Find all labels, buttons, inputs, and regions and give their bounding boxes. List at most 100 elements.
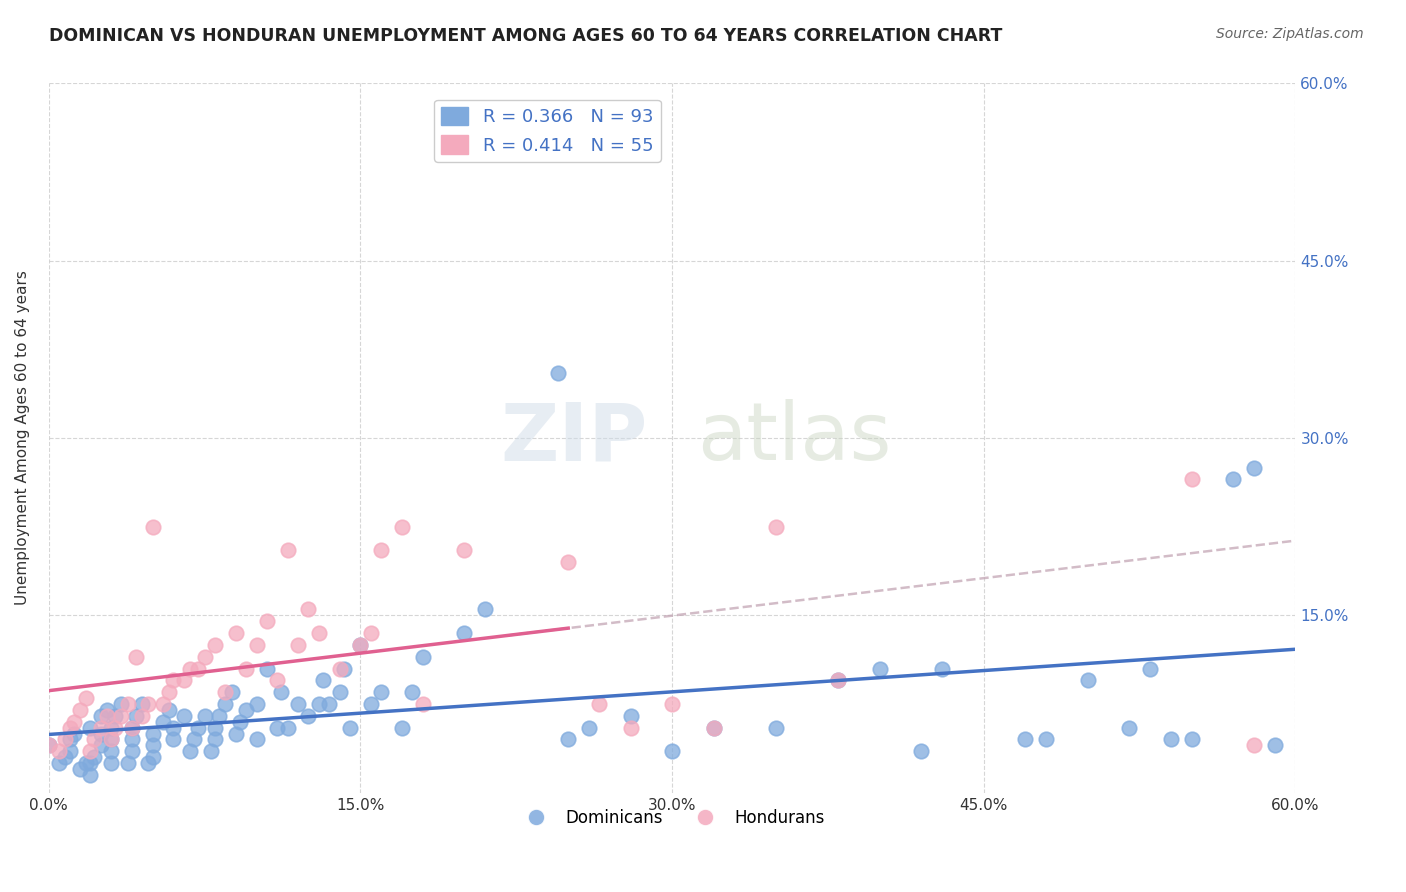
Point	[661, 744, 683, 758]
Point	[152, 697, 174, 711]
Point	[142, 519, 165, 533]
Point	[1180, 472, 1202, 486]
Point	[391, 721, 413, 735]
Point	[48, 744, 70, 758]
Point	[204, 721, 226, 735]
Point	[287, 638, 309, 652]
Legend: Dominicans, Hondurans: Dominicans, Hondurans	[512, 803, 832, 834]
Point	[131, 708, 153, 723]
Point	[58, 732, 80, 747]
Point	[104, 721, 127, 735]
Point	[910, 744, 932, 758]
Point	[79, 756, 101, 770]
Point	[1118, 721, 1140, 735]
Point	[214, 697, 236, 711]
Point	[412, 649, 434, 664]
Text: atlas: atlas	[697, 399, 891, 477]
Point	[58, 744, 80, 758]
Point	[661, 697, 683, 711]
Point	[453, 543, 475, 558]
Point	[349, 638, 371, 652]
Point	[588, 697, 610, 711]
Point	[827, 673, 849, 688]
Point	[100, 756, 122, 770]
Point	[1139, 661, 1161, 675]
Point	[312, 673, 335, 688]
Point	[96, 703, 118, 717]
Point	[214, 685, 236, 699]
Point	[266, 721, 288, 735]
Point	[157, 703, 180, 717]
Point	[121, 721, 143, 735]
Point	[245, 697, 267, 711]
Point	[245, 638, 267, 652]
Point	[1077, 673, 1099, 688]
Point	[125, 649, 148, 664]
Point	[142, 726, 165, 740]
Text: Source: ZipAtlas.com: Source: ZipAtlas.com	[1216, 27, 1364, 41]
Point	[131, 697, 153, 711]
Point	[333, 661, 356, 675]
Point	[58, 721, 80, 735]
Point	[157, 685, 180, 699]
Point	[48, 756, 70, 770]
Point	[495, 129, 517, 144]
Point	[83, 750, 105, 764]
Point	[931, 661, 953, 675]
Point	[370, 685, 392, 699]
Point	[329, 685, 352, 699]
Point	[1243, 739, 1265, 753]
Point	[173, 708, 195, 723]
Point	[1014, 732, 1036, 747]
Point	[256, 614, 278, 628]
Point	[287, 697, 309, 711]
Point	[474, 602, 496, 616]
Point	[100, 721, 122, 735]
Point	[349, 638, 371, 652]
Point	[121, 732, 143, 747]
Point	[121, 744, 143, 758]
Point	[703, 721, 725, 735]
Point	[765, 721, 787, 735]
Y-axis label: Unemployment Among Ages 60 to 64 years: Unemployment Among Ages 60 to 64 years	[15, 270, 30, 606]
Point	[245, 732, 267, 747]
Point	[557, 555, 579, 569]
Point	[100, 732, 122, 747]
Point	[194, 708, 217, 723]
Text: DOMINICAN VS HONDURAN UNEMPLOYMENT AMONG AGES 60 TO 64 YEARS CORRELATION CHART: DOMINICAN VS HONDURAN UNEMPLOYMENT AMONG…	[49, 27, 1002, 45]
Point	[69, 703, 91, 717]
Point	[83, 732, 105, 747]
Point	[138, 697, 160, 711]
Point	[221, 685, 243, 699]
Point	[204, 732, 226, 747]
Point	[75, 691, 97, 706]
Point	[266, 673, 288, 688]
Point	[235, 703, 257, 717]
Point	[453, 626, 475, 640]
Point	[90, 726, 112, 740]
Point	[318, 697, 340, 711]
Point	[827, 673, 849, 688]
Point	[125, 708, 148, 723]
Point	[308, 626, 330, 640]
Point	[162, 673, 184, 688]
Point	[69, 762, 91, 776]
Point	[110, 708, 132, 723]
Point	[619, 708, 641, 723]
Point	[1160, 732, 1182, 747]
Point	[339, 721, 361, 735]
Point	[297, 602, 319, 616]
Point	[1035, 732, 1057, 747]
Point	[173, 673, 195, 688]
Point	[117, 697, 139, 711]
Point	[1180, 732, 1202, 747]
Point	[869, 661, 891, 675]
Point	[360, 626, 382, 640]
Point	[162, 732, 184, 747]
Point	[225, 726, 247, 740]
Point	[152, 714, 174, 729]
Point	[162, 721, 184, 735]
Point	[62, 726, 84, 740]
Point	[142, 750, 165, 764]
Point	[104, 708, 127, 723]
